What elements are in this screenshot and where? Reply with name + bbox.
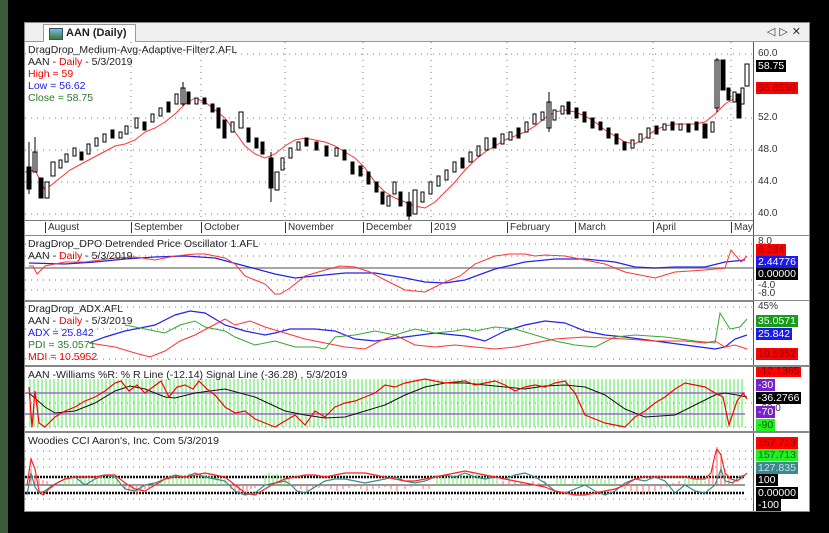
dpo-signal-tag: 2.44776 <box>756 256 798 268</box>
cci-tag: 157.713 <box>756 437 798 449</box>
tab-bar: AAN (Daily) ◁▷✕ <box>25 23 809 42</box>
turbo-cci-tag: 127.835 <box>756 462 798 474</box>
interval: Daily <box>58 315 83 327</box>
cci-chart <box>25 447 753 500</box>
separator: - <box>82 315 92 327</box>
month-august: August <box>45 222 79 233</box>
tick-44: 44.0 <box>758 176 778 187</box>
tick-40: 40.0 <box>758 208 778 219</box>
pdi-tag: 35.0571 <box>756 315 798 327</box>
level-minus30-tag: -30 <box>756 379 776 391</box>
dpo-chart <box>25 243 753 295</box>
cci-plot[interactable]: Woodies CCI Aaron's, Inc. Com 5/3/2019 <box>25 433 753 511</box>
price-plot[interactable]: DragDrop_Medium-Avg-Adaptive-Filter2.AFL… <box>25 42 753 235</box>
adx-symbol-line: AAN - Daily - 5/3/2019 <box>28 315 133 327</box>
zero-tag: 0.00000 <box>756 487 798 499</box>
dpo-pane[interactable]: DragDrop_DPO Detrended Price Oscillator … <box>25 235 809 302</box>
williams-title: AAN -Williams %R: % R Line (-12.14) Sign… <box>28 369 348 381</box>
symbol: AAN <box>28 250 50 262</box>
cci-title: Woodies CCI Aaron's, Inc. Com 5/3/2019 <box>28 435 219 447</box>
dpo-zero-tag: 0.00000 <box>756 268 798 280</box>
williams-chart <box>25 378 753 428</box>
month-september: September <box>131 222 183 233</box>
level-minus100-tag: -100 <box>756 499 782 511</box>
month-december: December <box>363 222 412 233</box>
adx-pane[interactable]: DragDrop_ADX.AFL AAN - Daily - 5/3/2019 … <box>25 301 809 367</box>
close-tag: 58.75 <box>756 60 787 72</box>
month-may: May <box>731 222 753 233</box>
separator: - <box>49 56 59 68</box>
tick-minus4: -4.0 <box>758 280 776 291</box>
separator: - <box>82 56 92 68</box>
adx-formula-title: DragDrop_ADX.AFL <box>28 303 124 315</box>
pdi-value: PDI = 35.0571 <box>28 339 96 351</box>
adx-tag: 25.842 <box>756 328 793 340</box>
date-axis[interactable]: August September October November Decemb… <box>25 220 753 235</box>
month-february: February <box>507 222 550 233</box>
mdi-tag: 10.5952 <box>756 348 798 360</box>
adx-value: ADX = 25.842 <box>28 327 94 339</box>
adx-plot[interactable]: DragDrop_ADX.AFL AAN - Daily - 5/3/2019 … <box>25 301 753 365</box>
price-pane[interactable]: DragDrop_Medium-Avg-Adaptive-Filter2.AFL… <box>25 42 809 235</box>
interval: Daily <box>58 56 83 68</box>
candles <box>26 58 750 220</box>
cci-axis[interactable]: 157.713 157.713 127.835 100 0.00000 -100 <box>753 433 809 511</box>
cci-pane[interactable]: Woodies CCI Aaron's, Inc. Com 5/3/2019 1… <box>25 433 809 511</box>
high-value: High = 59 <box>28 68 74 80</box>
williams-plot[interactable]: AAN -Williams %R: % R Line (-12.14) Sign… <box>25 367 753 431</box>
scroll-left-icon[interactable]: ◁ <box>766 26 780 38</box>
dpo-symbol-line: AAN - Daily - 5/3/2019 <box>28 250 133 262</box>
dpo-formula-title: DragDrop_DPO Detrended Price Oscillator … <box>28 238 259 250</box>
tab-controls: ◁▷✕ <box>767 25 805 38</box>
separator: - <box>49 315 59 327</box>
tick-minus8: -8.0 <box>758 288 776 299</box>
adx-chart <box>25 306 753 360</box>
symbol: AAN <box>28 315 50 327</box>
date: 5/3/2019 <box>91 56 133 68</box>
low-value: Low = 56.62 <box>28 80 86 92</box>
scroll-right-icon[interactable]: ▷ <box>779 26 792 38</box>
tab-aan-daily[interactable]: AAN (Daily) <box>43 24 136 42</box>
dpo-tag: 6.284 <box>756 244 787 256</box>
tick-48: 48.0 <box>758 144 778 155</box>
tab-label: AAN (Daily) <box>66 27 127 39</box>
month-november: November <box>285 222 334 233</box>
separator: - <box>82 250 92 262</box>
williams-axis[interactable]: -12.1365 -30 -36.2766 -60.0 -70 -90 <box>753 367 809 431</box>
chart-icon <box>49 28 63 40</box>
r-line-tag: -12.1365 <box>756 367 802 377</box>
tick-52: 52.0 <box>758 112 778 123</box>
date: 5/3/2019 <box>91 315 133 327</box>
mdi-value: MDI = 10.5952 <box>28 351 98 363</box>
level-minus70-tag: -70 <box>756 406 776 418</box>
price-symbol-line: AAN - Daily - 5/3/2019 <box>28 56 133 68</box>
filter-tag: 55.8559 <box>756 82 798 94</box>
price-axis[interactable]: 60.0 58.75 55.8559 52.0 48.0 44.0 40.0 <box>753 42 809 235</box>
close-value: Close = 58.75 <box>28 92 94 104</box>
chart-window: AAN (Daily) ◁▷✕ <box>24 22 810 512</box>
price-formula-title: DragDrop_Medium-Avg-Adaptive-Filter2.AFL <box>28 44 238 56</box>
year-2019: 2019 <box>431 222 456 233</box>
desktop-edge <box>0 0 8 533</box>
separator: - <box>49 250 59 262</box>
level-minus90-tag: -90 <box>756 419 776 431</box>
tick-45pct: 45% <box>758 301 779 312</box>
williams-pane[interactable]: AAN -Williams %R: % R Line (-12.14) Sign… <box>25 367 809 433</box>
signal-tag: -36.2766 <box>756 392 802 404</box>
tick-8: 8.0 <box>758 236 772 247</box>
date: 5/3/2019 <box>91 250 133 262</box>
close-icon[interactable]: ✕ <box>791 26 805 38</box>
month-april: April <box>653 222 676 233</box>
month-march: March <box>575 222 606 233</box>
month-october: October <box>201 222 240 233</box>
tick-60: 60.0 <box>758 48 778 59</box>
dpo-axis[interactable]: 8.0 6.284 2.44776 0.00000 -4.0 -8.0 <box>753 236 809 300</box>
dpo-plot[interactable]: DragDrop_DPO Detrended Price Oscillator … <box>25 236 753 300</box>
price-chart <box>25 42 753 220</box>
adx-axis[interactable]: 45% 35.0571 25.842 10.5952 <box>753 301 809 365</box>
cci-hist-tag: 157.713 <box>756 449 798 461</box>
interval: Daily <box>58 250 83 262</box>
symbol: AAN <box>28 56 50 68</box>
level-100-tag: 100 <box>756 474 778 486</box>
